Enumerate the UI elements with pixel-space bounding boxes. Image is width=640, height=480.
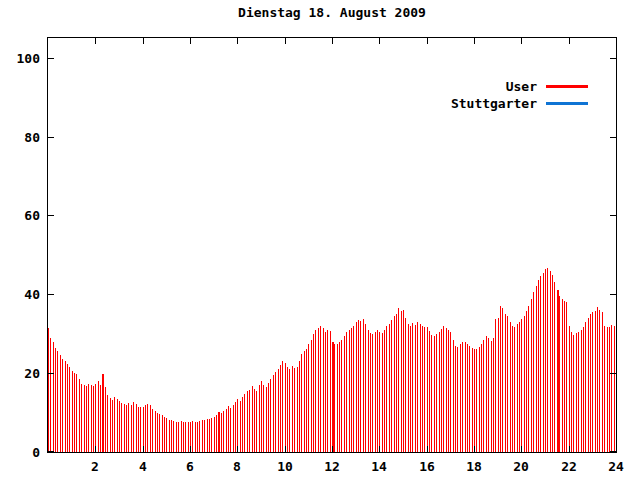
axis-tick [610, 294, 616, 295]
axis-tick [48, 294, 54, 295]
axis-tick [569, 446, 570, 452]
axis-tick [569, 38, 570, 44]
x-axis-label: 24 [608, 459, 624, 474]
axis-tick [285, 446, 286, 452]
axis-tick [332, 446, 333, 452]
axis-tick [379, 446, 380, 452]
axis-tick [190, 38, 191, 44]
axis-tick [427, 38, 428, 44]
axis-tick [95, 38, 96, 44]
x-axis-label: 10 [277, 459, 293, 474]
x-axis-label: 4 [139, 459, 147, 474]
y-axis-label: 0 [0, 445, 40, 460]
axis-tick [143, 446, 144, 452]
legend-entry-stuttgarter: Stuttgarter [451, 95, 588, 112]
x-axis-label: 14 [371, 459, 387, 474]
x-axis-label: 12 [324, 459, 340, 474]
x-axis-label: 18 [466, 459, 482, 474]
x-axis-label: 6 [186, 459, 194, 474]
axis-tick [48, 215, 54, 216]
legend-line-stuttgarter-icon [546, 102, 588, 105]
axis-tick [143, 38, 144, 44]
axis-tick [521, 446, 522, 452]
axis-tick [48, 137, 54, 138]
axis-tick [48, 451, 54, 452]
axis-tick [610, 451, 616, 452]
axis-tick [610, 58, 616, 59]
axis-tick [237, 38, 238, 44]
axis-tick [237, 446, 238, 452]
axis-tick [610, 137, 616, 138]
axis-tick [95, 446, 96, 452]
axis-tick [332, 38, 333, 44]
legend: User Stuttgarter [451, 78, 588, 112]
axis-tick [48, 373, 54, 374]
axis-tick [610, 373, 616, 374]
axis-tick [285, 38, 286, 44]
y-axis-label: 60 [0, 208, 40, 223]
axis-tick [616, 446, 617, 452]
axis-tick [521, 38, 522, 44]
chart-page: { "title": "Dienstag 18. August 2009", "… [0, 0, 640, 480]
x-axis-label: 22 [561, 459, 577, 474]
axis-tick [474, 38, 475, 44]
x-axis-label: 8 [233, 459, 241, 474]
chart-title: Dienstag 18. August 2009 [47, 5, 617, 20]
y-axis-label: 80 [0, 130, 40, 145]
legend-label-user: User [506, 79, 537, 94]
plot-area: User Stuttgarter [47, 37, 617, 453]
legend-entry-user: User [451, 78, 588, 95]
x-axis-label: 2 [91, 459, 99, 474]
axis-tick [474, 446, 475, 452]
legend-line-user-icon [546, 85, 588, 88]
legend-label-stuttgarter: Stuttgarter [451, 96, 537, 111]
axis-tick [379, 38, 380, 44]
y-axis-label: 40 [0, 287, 40, 302]
y-axis-label: 100 [0, 51, 40, 66]
axis-tick [427, 446, 428, 452]
axis-tick [190, 446, 191, 452]
y-axis-label: 20 [0, 366, 40, 381]
axis-tick [616, 38, 617, 44]
x-axis-label: 20 [513, 459, 529, 474]
x-axis-label: 16 [419, 459, 435, 474]
axis-tick [48, 58, 54, 59]
axis-tick [610, 215, 616, 216]
